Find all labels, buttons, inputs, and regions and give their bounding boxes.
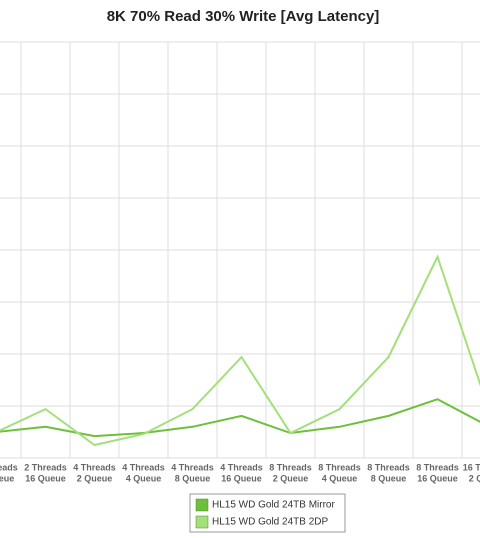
legend: HL15 WD Gold 24TB Mirror HL15 WD Gold 24T…: [189, 493, 346, 533]
legend-label: HL15 WD Gold 24TB Mirror: [212, 500, 335, 511]
x-tick-label: 8 Threads: [269, 462, 312, 472]
x-tick-label: 8 Threads: [318, 462, 361, 472]
x-tick-label: 2 Queue: [469, 473, 480, 483]
legend-swatch: [195, 515, 209, 529]
x-tick-label: 2 Queue: [77, 473, 113, 483]
x-tick-label: 16 Queue: [25, 473, 66, 483]
chart-title: 8K 70% Read 30% Write [Avg Latency]: [107, 8, 380, 25]
x-tick-label: 4 Queue: [322, 473, 358, 483]
x-tick-label: 4 Queue: [126, 473, 162, 483]
x-tick-label: 2 Threads: [0, 462, 18, 472]
x-tick-label: 8 Threads: [416, 462, 459, 472]
x-tick-label: 16 Queue: [417, 473, 458, 483]
legend-swatch: [195, 498, 209, 512]
legend-box: [189, 493, 346, 533]
x-tick-label: 16 Threads: [463, 462, 480, 472]
x-tick-label: 8 Threads: [367, 462, 410, 472]
x-tick-label: 4 Threads: [220, 462, 263, 472]
legend-label: HL15 WD Gold 24TB 2DP: [212, 517, 328, 528]
x-tick-label: 2 Threads: [24, 462, 67, 472]
x-tick-label: 16 Queue: [221, 473, 262, 483]
x-tick-label: 2 Queue: [273, 473, 309, 483]
x-tick-label: 4 Threads: [122, 462, 165, 472]
x-tick-label: 4 Threads: [171, 462, 214, 472]
x-tick-label: 4 Threads: [73, 462, 116, 472]
x-tick-label: 8 Queue: [175, 473, 211, 483]
series-line: [0, 254, 480, 447]
x-tick-label: 8 Queue: [371, 473, 407, 483]
series-line: [0, 398, 480, 438]
x-tick-label: 8 Queue: [0, 473, 14, 483]
